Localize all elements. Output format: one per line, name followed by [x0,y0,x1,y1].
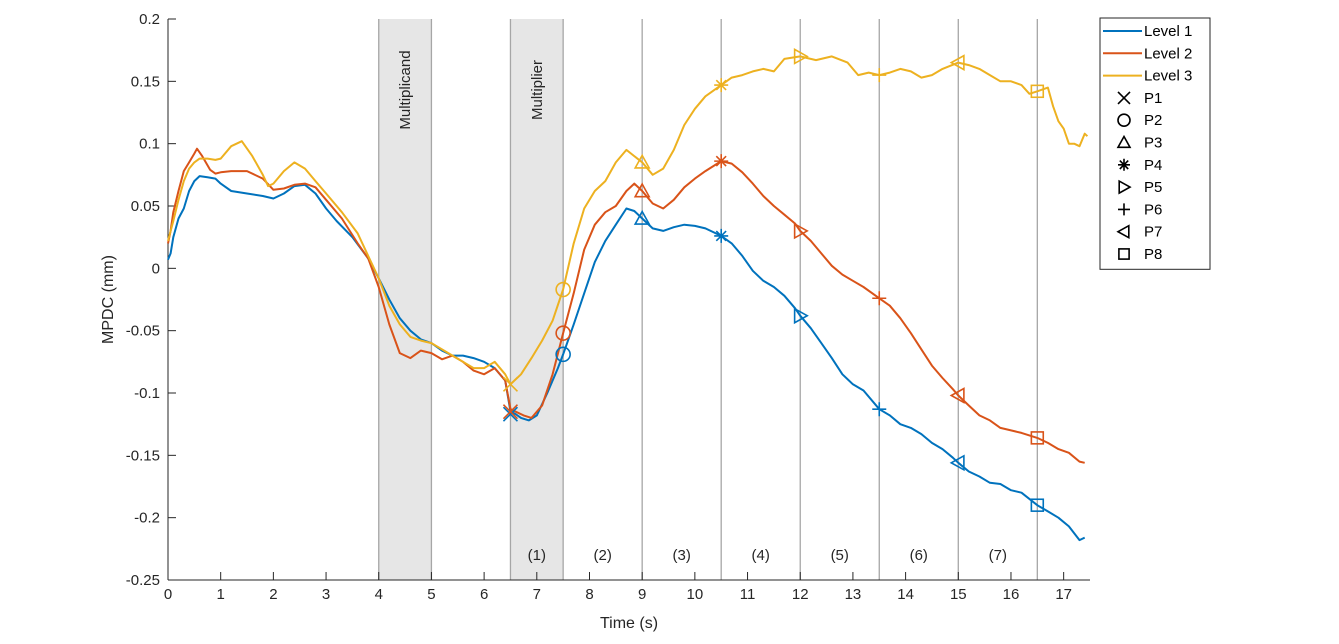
segment-label: (4) [752,547,770,564]
y-tick-label: -0.05 [126,323,160,340]
x-tick-label: 0 [164,586,172,603]
segment-label: (1) [528,547,546,564]
x-tick-label: 6 [480,586,488,603]
legend-symbol-p4 [1118,158,1130,171]
marker-p5-level-1 [793,307,809,325]
legend-label: Level 2 [1144,45,1192,62]
legend-box [1099,17,1211,270]
x-tick-label: 16 [1003,586,1020,603]
marker-p2-level-3 [555,281,571,298]
x-tick-label: 12 [792,586,809,603]
marker-p1-level-1 [502,406,519,422]
x-tick-label: 4 [375,586,383,603]
marker-p7-level-2 [949,387,965,404]
segment-label: (5) [831,547,849,564]
x-tick-label: 9 [638,586,646,603]
y-tick-label: -0.15 [126,447,160,464]
legend-symbol-p1 [1117,91,1131,105]
y-tick-label: 0.2 [139,11,160,28]
x-tick-label: 3 [322,586,330,603]
shaded-band [510,19,564,580]
legend-label: P8 [1144,246,1162,263]
marker-p2-level-2 [555,325,571,341]
marker-p6-level-2 [872,291,887,306]
legend-symbol-p6 [1118,203,1130,216]
marker-p1-level-2 [502,404,519,420]
legend-label: P5 [1144,179,1162,196]
legend-label: P6 [1144,201,1162,218]
y-axis-title: MPDC (mm) [100,255,117,344]
marker-p3-level-2 [633,182,651,198]
legend-symbol-p5 [1118,179,1132,195]
marker-p8-level-1 [1030,498,1045,512]
x-tick-label: 13 [845,586,862,603]
segment-label: (7) [989,547,1007,564]
marker-p6-level-1 [872,402,887,417]
legend-symbol-p7 [1116,224,1130,240]
y-tick-label: -0.2 [134,510,160,527]
x-tick-label: 7 [533,586,541,603]
marker-p7-level-3 [949,54,965,71]
marker-p5-level-2 [793,222,809,240]
legend-label: P4 [1144,157,1162,174]
y-tick-label: 0.05 [131,198,160,215]
marker-p5-level-3 [793,48,809,65]
marker-p6-level-3 [872,68,887,83]
marker-p1-level-3 [502,376,519,392]
marker-p2-level-1 [555,346,571,363]
legend-label: P7 [1144,224,1162,241]
x-tick-label: 2 [269,586,277,603]
legend-label: P2 [1144,112,1162,129]
legend-symbol-p8 [1118,248,1130,260]
x-axis-title: Time (s) [600,615,658,632]
series-line-level-3 [167,55,1089,386]
marker-p7-level-1 [949,454,965,472]
marker-p8-level-3 [1030,84,1045,99]
legend-label: Level 3 [1144,68,1192,85]
marker-p3-level-3 [633,153,651,169]
legend: Level 1 Level 2 Level 3 P1 P2 P3 P4 P5 P6 P7 P8 [1099,17,1211,270]
band-label: Multiplier [529,60,546,120]
x-tick-label: 15 [950,586,967,603]
legend-label: P3 [1144,135,1162,152]
chart-text-labels: Multiplicand Multiplier (1) (2) (3) (4) (5) (6)… [397,50,1007,564]
y-tick-label: -0.1 [134,385,160,402]
y-tick-label: 0 [152,260,160,277]
y-tick-label: 0.15 [131,73,160,90]
y-tick-label: -0.25 [126,572,160,589]
legend-symbol-p2 [1117,113,1131,127]
series-line-level-1 [167,175,1086,542]
series-lines [167,55,1089,542]
marker-p4-level-1 [714,228,729,243]
legend-label: P1 [1144,90,1162,107]
x-tick-label: 14 [897,586,914,603]
series-line-level-2 [167,147,1085,464]
axes: 0 1 2 3 4 5 6 7 8 9 10 11 12 13 14 15 16 17-0.25-0.2-0.15… [126,11,1090,603]
marker-p8-level-2 [1030,431,1045,445]
point-markers [502,48,1045,512]
x-tick-label: 10 [687,586,704,603]
x-tick-label: 1 [217,586,225,603]
marker-p4-level-2 [714,154,729,169]
segment-divider-lines [378,19,1038,580]
marker-p3-level-1 [633,209,651,225]
x-tick-label: 5 [427,586,435,603]
x-tick-label: 17 [1055,586,1072,603]
band-label: Multiplicand [397,50,414,129]
legend-label: Level 1 [1144,23,1192,40]
segment-label: (6) [910,547,928,564]
segment-label: (3) [673,547,691,564]
x-tick-label: 11 [740,586,756,603]
legend-symbol-p3 [1116,134,1132,149]
marker-p4-level-3 [714,78,729,93]
segment-label: (2) [593,547,611,564]
x-tick-label: 8 [585,586,593,603]
y-tick-label: 0.1 [139,136,160,153]
shaded-bands [378,19,564,580]
